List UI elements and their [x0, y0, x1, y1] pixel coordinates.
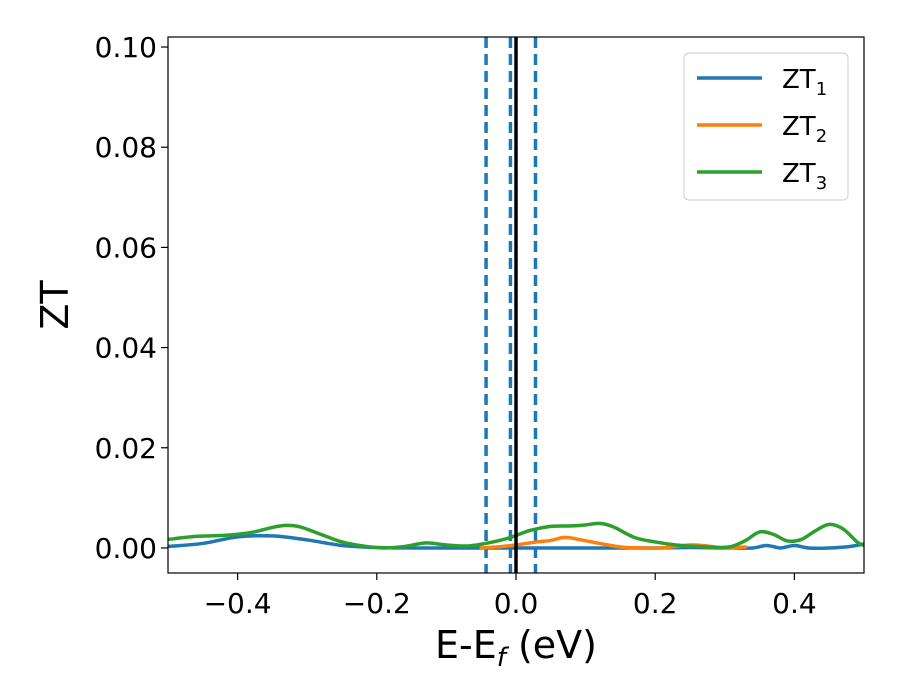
x-tick-label: 0.0	[494, 587, 539, 620]
legend-label-zt3: ZT3	[782, 159, 827, 194]
legend-label-zt1: ZT1	[782, 65, 827, 100]
x-tick-label: 0.2	[633, 587, 678, 620]
x-tick-label: −0.2	[343, 587, 411, 620]
y-tick-label: 0.00	[95, 532, 157, 565]
legend-frame	[683, 52, 849, 201]
x-tick-label: −0.4	[204, 587, 272, 620]
y-axis: 0.00 0.02 0.04 0.06 0.08 0.10	[95, 31, 168, 565]
x-axis: −0.4 −0.2 0.0 0.2 0.4	[204, 573, 817, 620]
y-tick-label: 0.04	[95, 332, 157, 365]
plot-content	[168, 37, 864, 573]
y-tick-label: 0.02	[95, 432, 157, 465]
series-line-zt3	[168, 521, 864, 550]
x-axis-title: E-Ef (eV)	[435, 623, 597, 673]
series-line-zt1	[168, 533, 864, 550]
legend: ZT1 ZT2 ZT3	[683, 52, 849, 201]
y-tick-label: 0.06	[95, 231, 157, 264]
x-tick-label: 0.4	[772, 587, 817, 620]
y-axis-title: ZT	[33, 280, 77, 330]
y-tick-label: 0.10	[95, 31, 157, 64]
legend-label-zt2: ZT2	[782, 112, 827, 147]
y-tick-label: 0.08	[95, 131, 157, 164]
